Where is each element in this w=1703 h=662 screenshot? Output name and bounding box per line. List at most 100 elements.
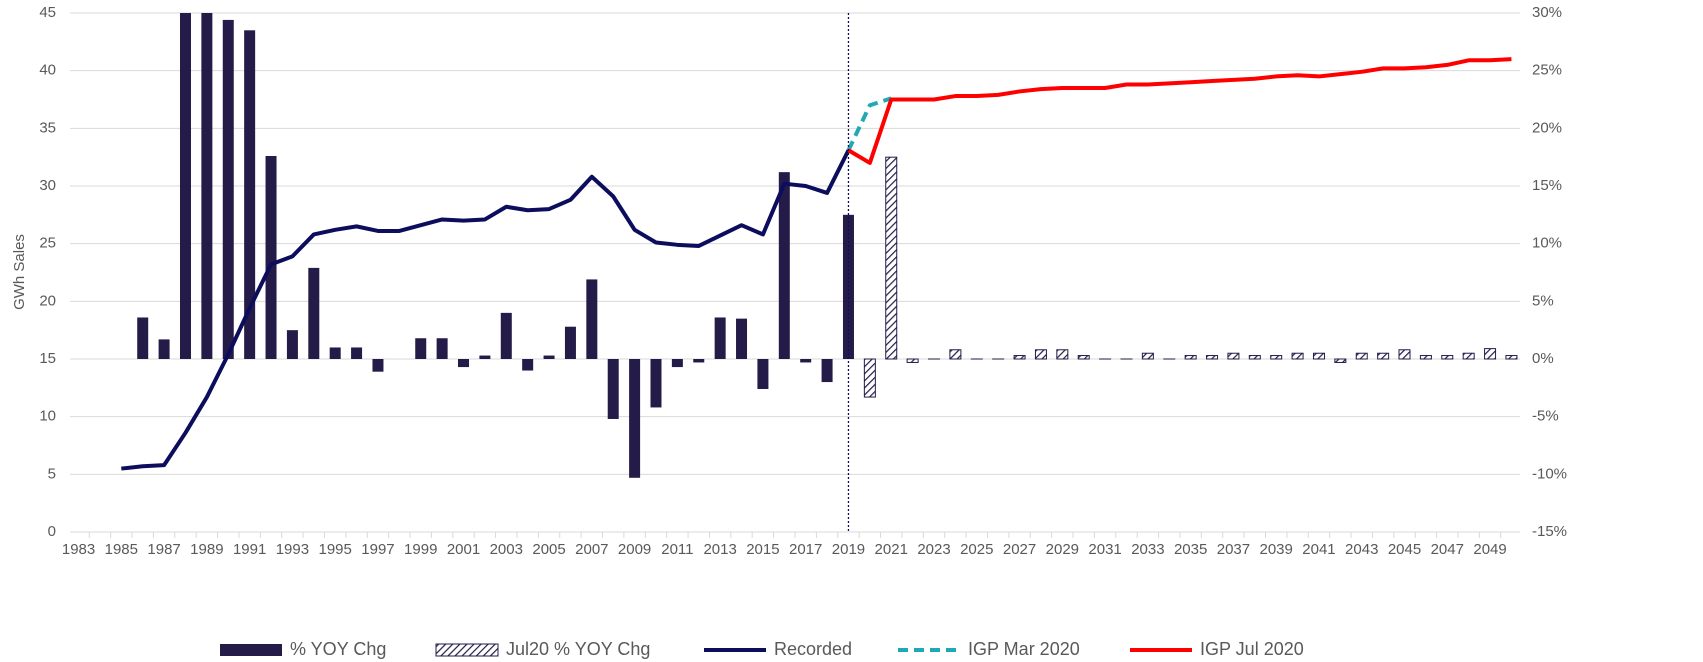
hatched-bar [1248, 355, 1261, 360]
x-tick-label: 2027 [1003, 541, 1036, 558]
legend-swatch [435, 643, 499, 657]
hatched-bar [1227, 352, 1240, 360]
hatched-bar [885, 156, 898, 360]
y2-tick-label: 5% [1532, 292, 1554, 309]
y2-tick-label: 10% [1532, 235, 1562, 252]
bar [201, 13, 213, 359]
bar [351, 347, 363, 359]
line [846, 96, 892, 152]
x-tick-label: 1989 [190, 541, 223, 558]
y-tick-label: 15 [39, 350, 56, 367]
hatched-bar [1270, 355, 1283, 360]
x-tick-label: 1983 [62, 541, 95, 558]
hatched-bar [1141, 352, 1154, 360]
hatched-bar [1441, 355, 1454, 360]
bar [586, 279, 598, 359]
x-tick-label: 2039 [1260, 541, 1293, 558]
y2-tick-label: -15% [1532, 523, 1567, 540]
hatched-bar [1077, 355, 1090, 360]
x-tick-label: 1987 [147, 541, 180, 558]
x-tick-label: 2001 [447, 541, 480, 558]
x-tick-label: 2019 [832, 541, 865, 558]
x-tick-label: 2043 [1345, 541, 1378, 558]
x-tick-label: 2035 [1174, 541, 1207, 558]
x-tick-label: 2025 [960, 541, 993, 558]
bar [308, 267, 320, 359]
bar [821, 359, 833, 383]
x-tick-label: 1991 [233, 541, 266, 558]
bar [629, 359, 641, 478]
legend-label: Recorded [774, 639, 852, 659]
hatched-bar [1398, 349, 1411, 360]
x-tick-label: 2011 [661, 541, 693, 558]
hatched-bar [1291, 352, 1304, 360]
bar [436, 338, 448, 359]
x-tick-label: 2033 [1131, 541, 1164, 558]
x-tick-label: 2015 [746, 541, 779, 558]
x-tick-label: 2021 [875, 541, 908, 558]
hatched-bar [906, 358, 919, 363]
hatched-bar [1206, 355, 1219, 360]
bar [158, 339, 170, 359]
bar [458, 359, 470, 368]
legend-label: IGP Mar 2020 [968, 639, 1080, 659]
y2-tick-label: -5% [1532, 408, 1559, 425]
hatched-bar [1184, 355, 1197, 360]
bar [564, 326, 576, 359]
plot-area [121, 13, 1518, 478]
hatched-bar [949, 349, 962, 360]
hatched-bar [1056, 349, 1069, 360]
bar [329, 347, 341, 359]
y-tick-label: 45 [39, 4, 56, 21]
x-tick-label: 2031 [1088, 541, 1121, 558]
x-tick-label: 2005 [532, 541, 565, 558]
hatched-bar [1013, 355, 1026, 360]
hatched-bar [1334, 358, 1347, 363]
bar [650, 359, 662, 408]
hatched-bar [1462, 352, 1475, 360]
x-tick-label: 2029 [1046, 541, 1079, 558]
x-tick-label: 2041 [1302, 541, 1335, 558]
bar [607, 359, 619, 419]
x-tick-label: 2049 [1473, 541, 1506, 558]
bar [800, 359, 812, 363]
x-tick-label: 1985 [105, 541, 138, 558]
x-tick-label: 2037 [1217, 541, 1250, 558]
legend-label: % YOY Chg [290, 639, 386, 659]
legend-label: IGP Jul 2020 [1200, 639, 1304, 659]
hatched-bar [1484, 348, 1497, 360]
bar [671, 359, 683, 368]
y-tick-label: 35 [39, 119, 56, 136]
line [847, 57, 1512, 165]
bar [500, 312, 512, 359]
y-axis-label: GWh Sales [11, 234, 28, 310]
bar [265, 156, 277, 359]
x-tick-label: 2045 [1388, 541, 1421, 558]
y-tick-label: 10 [39, 408, 56, 425]
y2-tick-label: 15% [1532, 177, 1562, 194]
bar [693, 359, 705, 363]
x-tick-label: 2017 [789, 541, 822, 558]
bar [137, 317, 149, 359]
hatched-bar [1355, 352, 1368, 360]
y-tick-label: 25 [39, 235, 56, 252]
bar [372, 359, 384, 372]
x-tick-label: 2009 [618, 541, 651, 558]
x-tick-label: 2023 [917, 541, 950, 558]
y-tick-label: 40 [39, 62, 56, 79]
x-tick-label: 2003 [490, 541, 523, 558]
x-tick-label: 1993 [276, 541, 309, 558]
bar [244, 30, 256, 360]
x-tick-label: 1997 [361, 541, 394, 558]
x-tick-label: 2013 [703, 541, 736, 558]
bar [222, 19, 234, 359]
bar [479, 355, 491, 359]
hatched-bar [1377, 352, 1390, 360]
y2-tick-label: 0% [1532, 350, 1554, 367]
line [121, 149, 851, 471]
hatched-bar [1312, 352, 1325, 360]
bar [286, 330, 298, 359]
bar [736, 318, 748, 359]
y2-tick-label: 20% [1532, 119, 1562, 136]
